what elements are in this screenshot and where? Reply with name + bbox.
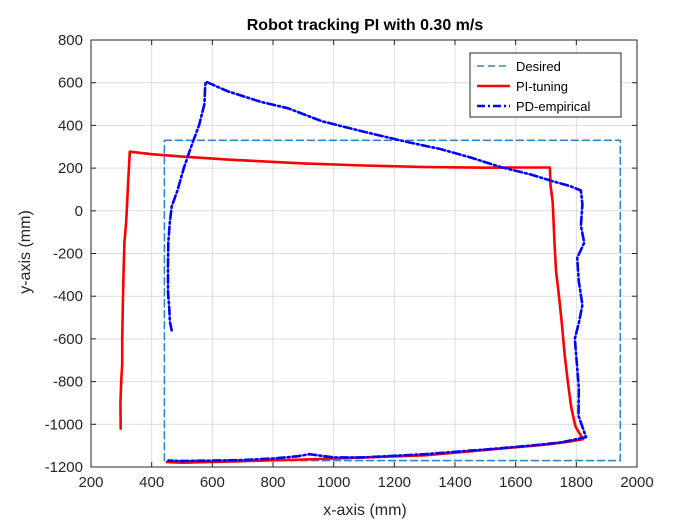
y-tick-label: 0 bbox=[75, 203, 83, 220]
x-tick-label: 400 bbox=[139, 474, 164, 491]
series-line-pi-tuning bbox=[119, 150, 585, 465]
y-axis-label: y-axis (mm) bbox=[17, 210, 34, 294]
chart-title: Robot tracking PI with 0.30 m/s bbox=[247, 17, 484, 34]
legend-entry: Desired bbox=[516, 59, 561, 74]
plot-series bbox=[119, 80, 622, 465]
legend-entry: PD-empirical bbox=[516, 99, 591, 114]
x-tick-label: 600 bbox=[200, 474, 225, 491]
y-tick-label: -200 bbox=[53, 246, 83, 263]
series-line-pd-empirical bbox=[166, 80, 588, 463]
y-tick-label: 800 bbox=[58, 32, 83, 49]
y-tick-label: -600 bbox=[53, 331, 83, 348]
x-tick-label: 800 bbox=[260, 474, 285, 491]
x-tick-label: 1600 bbox=[499, 474, 532, 491]
y-tick-label: 400 bbox=[58, 117, 83, 134]
x-axis-label: x-axis (mm) bbox=[323, 502, 407, 519]
legend-entry: PI-tuning bbox=[516, 79, 568, 94]
series-line-desired bbox=[163, 139, 622, 462]
x-tick-label: 1000 bbox=[317, 474, 350, 491]
y-tick-label: -1200 bbox=[45, 459, 83, 476]
x-tick-label: 1800 bbox=[560, 474, 593, 491]
y-tick-label: -400 bbox=[53, 288, 83, 305]
y-tick-label: -1000 bbox=[45, 416, 83, 433]
x-tick-label: 1200 bbox=[378, 474, 411, 491]
ticks: 200 400 600 800 1000 1200 1400 1600 1800 2000-120… bbox=[45, 32, 654, 491]
y-tick-label: -800 bbox=[53, 374, 83, 391]
x-tick-label: 1400 bbox=[438, 474, 471, 491]
x-tick-label: 200 bbox=[78, 474, 103, 491]
x-tick-label: 2000 bbox=[620, 474, 653, 491]
y-tick-label: 200 bbox=[58, 160, 83, 177]
y-tick-label: 600 bbox=[58, 75, 83, 92]
legend: Desired PI-tuning PD-empirical bbox=[469, 52, 622, 118]
